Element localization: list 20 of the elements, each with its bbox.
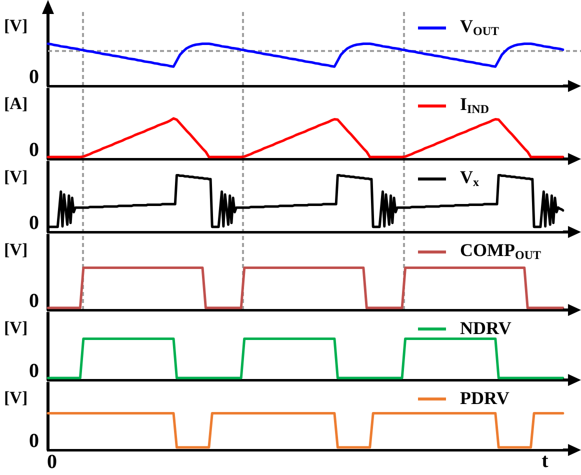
text: 0 bbox=[47, 451, 57, 474]
legend-label: PDRV bbox=[460, 388, 510, 409]
text: 0 bbox=[29, 290, 39, 312]
text: 0 bbox=[29, 212, 39, 234]
y-axis-title: [V] bbox=[4, 167, 28, 187]
text: 0 bbox=[29, 139, 39, 162]
legend-label: V$_{x}$ bbox=[460, 167, 479, 190]
legend-label: V$_{OUT}$ bbox=[460, 16, 500, 39]
y-axis-title: [V] bbox=[4, 388, 28, 408]
text: 0 bbox=[29, 430, 39, 452]
y-axis-title: [A] bbox=[4, 94, 28, 114]
legend-label: I$_{IND}$ bbox=[460, 94, 490, 117]
legend-label: COMP$_{OUT}$ bbox=[460, 240, 541, 263]
legend-label: NDRV bbox=[460, 318, 512, 339]
x-axis-title: t bbox=[542, 450, 549, 472]
text: 0 bbox=[29, 360, 39, 382]
y-axis-title: [V] bbox=[4, 240, 28, 260]
y-axis-title: [V] bbox=[4, 318, 28, 338]
y-axis-title: [V] bbox=[4, 16, 28, 36]
text: 0 bbox=[29, 66, 39, 88]
